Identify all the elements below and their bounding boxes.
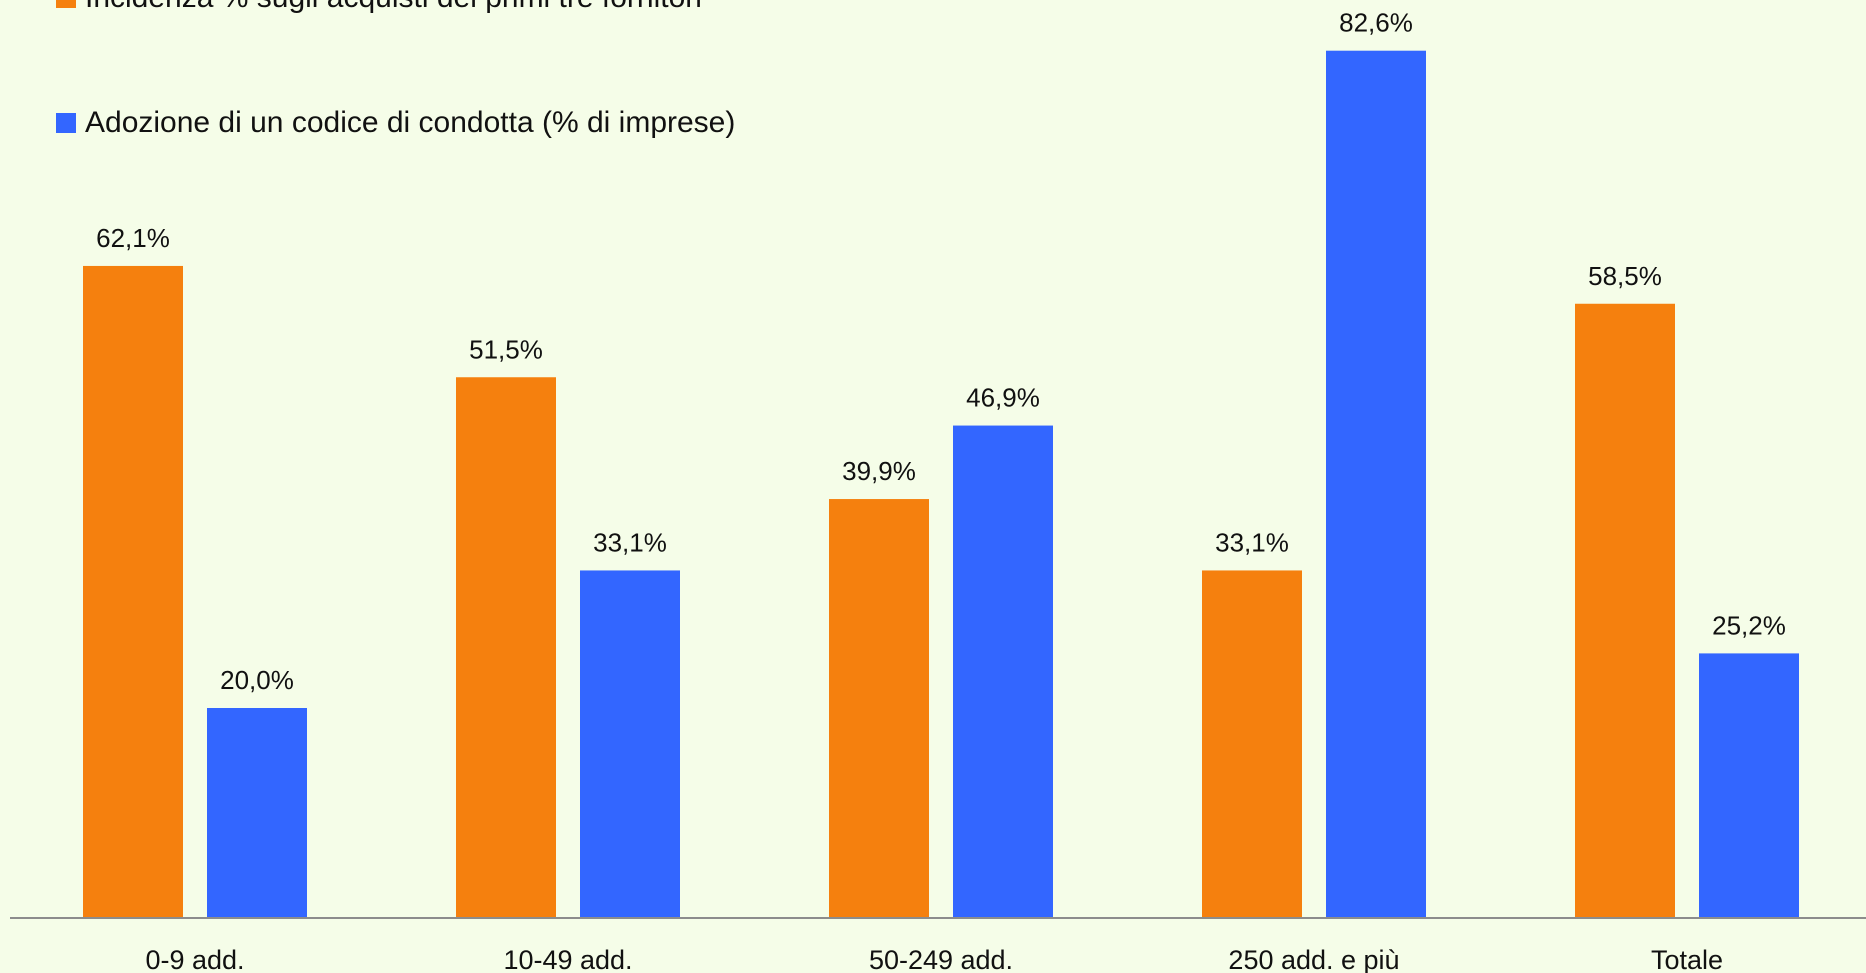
data-label-series2-2: 33,1% [593, 527, 667, 557]
category-label-5: Totale [1651, 945, 1723, 973]
data-label-series2-1: 20,0% [220, 665, 294, 695]
data-label-series1-5: 58,5% [1588, 261, 1662, 291]
legend-label-adozione: Adozione di un codice di condotta (% di … [85, 106, 736, 139]
bar-series2-2 [580, 570, 680, 918]
data-label-series1-1: 62,1% [96, 223, 170, 253]
legend-swatch-blue [56, 113, 76, 133]
bar-series2-5 [1699, 653, 1799, 918]
data-label-series1-3: 39,9% [842, 456, 916, 486]
data-label-series2-4: 82,6% [1339, 8, 1413, 38]
legend-item-incidenza: Incidenza % sugli acquisti dei primi tre… [56, 0, 702, 15]
data-label-series2-5: 25,2% [1712, 610, 1786, 640]
data-label-series1-2: 51,5% [469, 334, 543, 364]
category-labels-group: 0-9 add. 10-49 add. 50-249 add. 250 add. e … [145, 945, 1723, 973]
bar-series2-3 [953, 425, 1053, 918]
bar-labels-group: 62,1% 20,0% 51,5% 33,1% 39,9% 46,9% 33,1% 82,6%… [96, 8, 1786, 695]
category-label-4: 250 add. e più [1228, 945, 1399, 973]
bar-series1-5 [1575, 303, 1675, 918]
legend-item-adozione: Adozione di un codice di condotta (% di … [56, 106, 735, 140]
bar-series2-4 [1326, 50, 1426, 918]
data-label-series1-4: 33,1% [1215, 527, 1289, 557]
data-label-series2-3: 46,9% [966, 383, 1040, 413]
category-label-1: 0-9 add. [145, 945, 244, 973]
category-label-3: 50-249 add. [869, 945, 1013, 973]
bar-series1-2 [456, 377, 556, 918]
legend-swatch-orange [56, 0, 76, 8]
legend-label-incidenza: Incidenza % sugli acquisti dei primi tre… [85, 0, 702, 15]
bar-series2-1 [207, 708, 307, 918]
bar-series1-1 [83, 265, 183, 918]
category-label-2: 10-49 add. [503, 945, 632, 973]
bar-series1-4 [1202, 570, 1302, 918]
bars-group [83, 50, 1799, 918]
bar-series1-3 [829, 499, 929, 918]
